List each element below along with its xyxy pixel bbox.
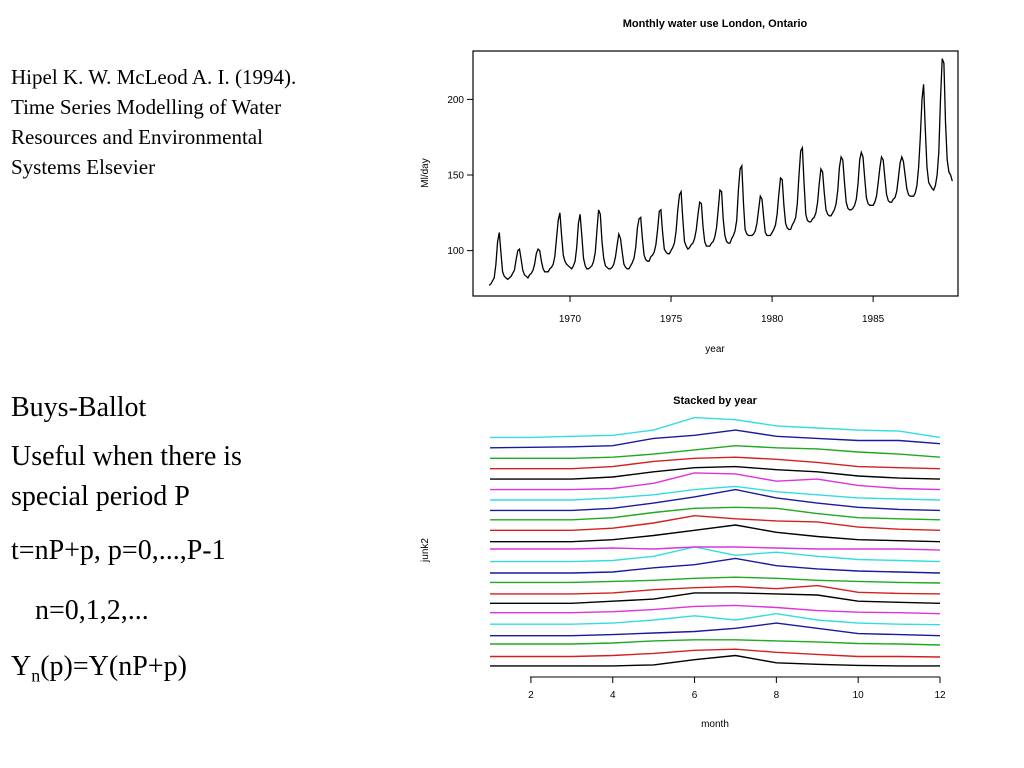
series-line — [490, 456, 941, 470]
x-tick-label: 2 — [528, 690, 534, 701]
series-line — [490, 622, 941, 637]
citation: Hipel K. W. McLeod A. I. (1994). Time Se… — [11, 62, 381, 182]
bullet-formula: t=nP+p, p=0,...,P-1 — [11, 535, 226, 566]
y-axis-label: Ml/day — [420, 158, 431, 187]
series-line — [490, 416, 941, 439]
x-axis-label: month — [701, 719, 729, 730]
yn-rest: (p)=Y(nP+p) — [40, 651, 187, 682]
series-line — [490, 546, 941, 563]
citation-line: Systems Elsevier — [11, 155, 156, 179]
bullet-heading: Buys-Ballot — [11, 392, 147, 423]
series-line — [490, 485, 941, 501]
series-line — [490, 592, 941, 605]
citation-line: Time Series Modelling of Water — [11, 95, 282, 119]
water-use-chart: Monthly water use London, Ontario 100 150… — [420, 18, 959, 355]
x-tick-label: 1985 — [862, 314, 885, 325]
series-line — [488, 58, 953, 286]
citation-line: Resources and Environmental — [11, 125, 263, 149]
series-line — [490, 639, 941, 646]
yn-subscript: n — [31, 665, 41, 686]
series-line — [490, 648, 941, 658]
x-axis-label: year — [705, 344, 725, 355]
series-line — [490, 576, 941, 584]
x-tick-label: 12 — [934, 690, 946, 701]
series-line — [490, 444, 941, 460]
y-tick-label: 200 — [447, 95, 464, 106]
y-tick-label: 100 — [447, 246, 464, 257]
series-line — [490, 514, 941, 532]
series-line — [490, 604, 941, 615]
series-line — [490, 524, 941, 543]
bullet-yn-formula: Yn(p)=Y(nP+p) — [11, 647, 371, 696]
series-line — [490, 584, 941, 595]
x-tick-label: 1975 — [660, 314, 683, 325]
stacked-series — [489, 416, 941, 667]
chart-title: Monthly water use London, Ontario — [623, 18, 808, 30]
x-tick-label: 8 — [774, 690, 780, 701]
x-tick-label: 6 — [692, 690, 698, 701]
series-line — [490, 654, 940, 667]
bullet-useful-line: Useful when there is — [11, 441, 242, 472]
series-line — [489, 429, 941, 449]
stacked-chart: Stacked by year 2 4 6 8 10 12 month junk2 — [420, 395, 946, 730]
bullet-list: Buys-Ballot Useful when there is special… — [11, 388, 371, 696]
series-line — [490, 612, 941, 626]
series-line — [490, 465, 941, 480]
x-tick-label: 1970 — [559, 314, 582, 325]
bullet-useful-line: special period P — [11, 481, 190, 512]
series-line — [490, 506, 941, 521]
x-tick-label: 1980 — [761, 314, 784, 325]
bullet-n-range: n=0,1,2,... — [35, 595, 149, 626]
series-line — [490, 488, 941, 512]
x-tick-label: 4 — [610, 690, 616, 701]
y-axis: 100 150 200 — [447, 95, 473, 257]
series-line — [490, 546, 941, 551]
yn-prefix: Y — [11, 651, 32, 682]
chart-title: Stacked by year — [673, 395, 757, 407]
plot-frame — [472, 50, 959, 297]
x-axis: 2 4 6 8 10 12 — [528, 677, 946, 701]
y-axis-label: junk2 — [420, 538, 431, 563]
y-tick-label: 150 — [447, 171, 464, 182]
citation-line: Hipel K. W. McLeod A. I. (1994). — [11, 65, 297, 89]
series-line — [490, 472, 941, 491]
x-axis: 1970 1975 1980 1985 — [559, 296, 885, 325]
series-line — [490, 557, 941, 574]
x-tick-label: 10 — [853, 690, 865, 701]
